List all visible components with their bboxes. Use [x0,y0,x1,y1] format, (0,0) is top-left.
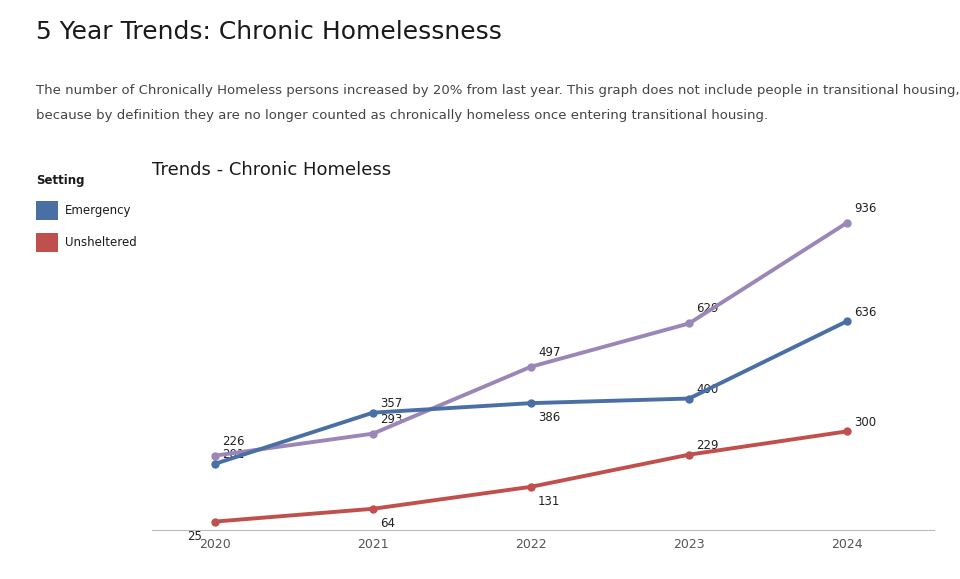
Text: 5 Year Trends: Chronic Homelessness: 5 Year Trends: Chronic Homelessness [36,20,502,44]
Text: 386: 386 [538,411,561,424]
Text: 936: 936 [854,201,876,215]
Text: because by definition they are no longer counted as chronically homeless once en: because by definition they are no longer… [36,109,769,122]
Text: 229: 229 [696,439,718,452]
Text: 629: 629 [696,302,718,316]
Text: 25: 25 [187,530,202,543]
Text: 64: 64 [380,517,395,530]
Text: Emergency: Emergency [65,204,132,217]
Text: Setting: Setting [36,174,85,186]
Text: 293: 293 [380,413,402,426]
Text: 357: 357 [380,397,402,410]
Text: Unsheltered: Unsheltered [65,236,137,249]
Text: 636: 636 [854,306,876,318]
Text: 226: 226 [222,434,245,448]
Text: 300: 300 [854,416,876,429]
Text: 131: 131 [538,495,561,508]
Text: The number of Chronically Homeless persons increased by 20% from last year. This: The number of Chronically Homeless perso… [36,84,960,97]
Text: Trends - Chronic Homeless: Trends - Chronic Homeless [152,162,391,179]
Text: 497: 497 [538,346,561,358]
Text: 201: 201 [222,448,244,461]
Text: 400: 400 [696,383,718,396]
